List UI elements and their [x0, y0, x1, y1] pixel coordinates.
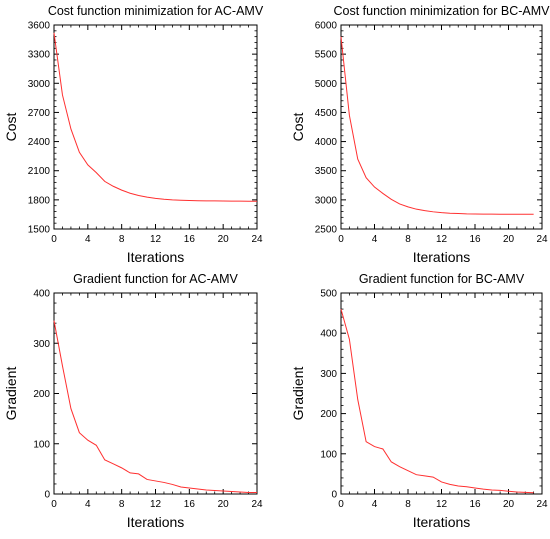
- y-tick-label: 5000: [315, 79, 338, 90]
- y-tick-label: 6000: [315, 21, 338, 32]
- x-tick-label: 0: [51, 499, 57, 510]
- x-tick-label: 12: [150, 499, 162, 510]
- y-axis-label: Cost: [290, 113, 306, 142]
- x-tick-label: 12: [436, 234, 448, 245]
- plot-frame: [340, 292, 543, 495]
- x-tick-label: 20: [503, 499, 515, 510]
- x-tick-label: 12: [150, 234, 162, 245]
- y-tick-label: 100: [33, 439, 50, 450]
- series-line: [340, 308, 534, 494]
- y-axis-label: Gradient: [3, 367, 19, 421]
- x-tick-label: 0: [338, 499, 344, 510]
- x-tick-label: 8: [405, 499, 411, 510]
- chart-title: Cost function minimization for AC-AMV: [48, 4, 264, 18]
- y-tick-label: 4000: [315, 137, 338, 148]
- y-tick-label: 400: [33, 289, 50, 300]
- x-tick-label: 16: [469, 499, 481, 510]
- x-tick-label: 20: [503, 234, 515, 245]
- chart-panel-1: Cost function minimization for AC-AMV 0 4 8…: [3, 4, 264, 265]
- x-tick-label: 20: [218, 234, 230, 245]
- x-tick-label: 16: [184, 499, 196, 510]
- x-axis-label: Iterations: [413, 249, 471, 265]
- y-tick-label: 2400: [28, 137, 51, 148]
- x-tick-label: 24: [536, 234, 548, 245]
- y-tick-label: 3500: [315, 166, 338, 177]
- x-tick-label: 4: [372, 234, 378, 245]
- y-tick-label: 2100: [28, 166, 51, 177]
- chart-title: Cost function minimization for BC-AMV: [333, 4, 550, 18]
- x-tick-label: 24: [251, 234, 263, 245]
- series-line: [340, 36, 534, 215]
- x-tick-label: 20: [218, 499, 230, 510]
- x-tick-label: 8: [119, 499, 125, 510]
- y-tick-label: 400: [320, 329, 337, 340]
- x-tick-label: 4: [85, 499, 91, 510]
- y-tick-label: 1500: [28, 225, 51, 236]
- y-tick-label: 200: [320, 409, 337, 420]
- y-tick-label: 4500: [315, 108, 338, 119]
- x-tick-label: 8: [405, 234, 411, 245]
- x-tick-label: 24: [251, 499, 263, 510]
- y-tick-label: 300: [33, 339, 50, 350]
- y-tick-label: 2500: [315, 225, 338, 236]
- x-tick-label: 4: [85, 234, 91, 245]
- y-tick-label: 3000: [28, 79, 51, 90]
- x-axis-label: Iterations: [413, 514, 471, 530]
- x-tick-label: 0: [338, 234, 344, 245]
- x-tick-label: 16: [469, 234, 481, 245]
- x-tick-label: 8: [119, 234, 125, 245]
- chart-title: Gradient function for AC-AMV: [73, 272, 238, 286]
- chart-title: Gradient function for BC-AMV: [359, 272, 525, 286]
- y-tick-label: 3300: [28, 50, 51, 61]
- plot-frame: [340, 24, 543, 230]
- chart-panel-4: Gradient function for BC-AMV 0 4 8 12 16 20 24 0…: [290, 272, 548, 530]
- plot-frame: [53, 292, 258, 495]
- x-tick-label: 0: [51, 234, 57, 245]
- chart-panel-3: Gradient function for AC-AMV 0 4 8 12 16 20 24 0…: [3, 272, 263, 530]
- y-tick-label: 0: [331, 490, 337, 501]
- y-tick-label: 3600: [28, 21, 51, 32]
- y-tick-label: 1800: [28, 195, 51, 206]
- chart-panel-2: Cost function minimization for BC-AMV 0 4 8…: [290, 4, 550, 265]
- y-tick-label: 2700: [28, 108, 51, 119]
- x-tick-label: 12: [436, 499, 448, 510]
- x-tick-label: 16: [184, 234, 196, 245]
- y-tick-label: 100: [320, 449, 337, 460]
- x-axis-label: Iterations: [127, 514, 185, 530]
- y-tick-label: 200: [33, 389, 50, 400]
- y-tick-label: 300: [320, 369, 337, 380]
- y-axis-label: Cost: [3, 113, 19, 142]
- y-tick-label: 0: [44, 490, 50, 501]
- series-line: [53, 32, 257, 202]
- y-tick-label: 500: [320, 289, 337, 300]
- x-tick-label: 24: [536, 499, 548, 510]
- x-axis-label: Iterations: [127, 249, 185, 265]
- y-tick-label: 5500: [315, 50, 338, 61]
- y-axis-label: Gradient: [290, 367, 306, 421]
- y-tick-label: 3000: [315, 195, 338, 206]
- series-line: [53, 320, 257, 493]
- x-tick-label: 4: [372, 499, 378, 510]
